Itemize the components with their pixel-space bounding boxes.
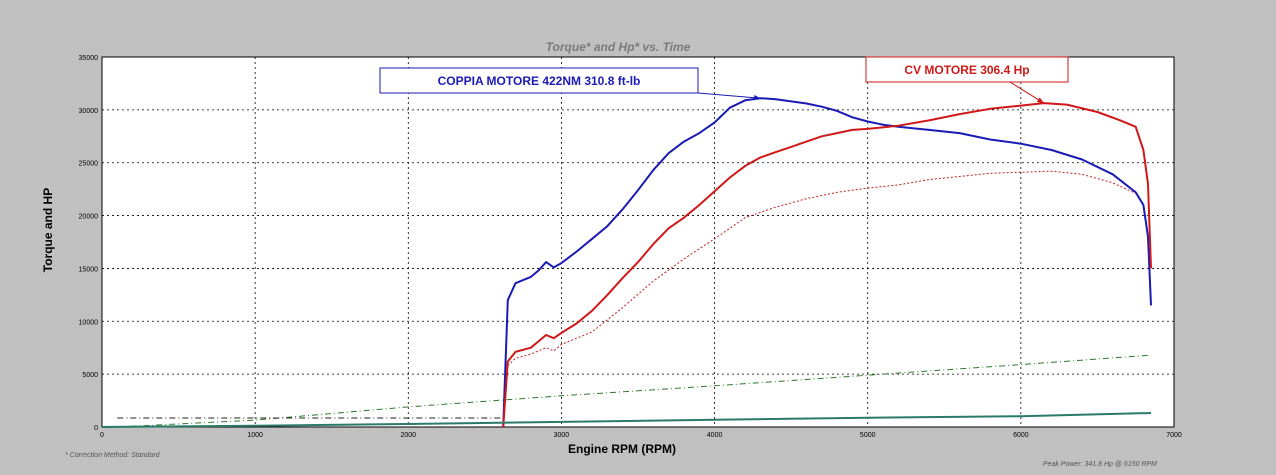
correction-method-note: * Correction Method: Standard bbox=[65, 452, 161, 459]
y-tick-label: 0 bbox=[94, 425, 98, 432]
peak-power-note: Peak Power: 341.8 Hp @ 6150 RPM bbox=[1043, 461, 1157, 468]
x-tick-label: 3000 bbox=[554, 432, 570, 439]
annotation-arrow bbox=[1009, 81, 1045, 104]
x-tick-label: 7000 bbox=[1166, 432, 1182, 439]
grid-lines bbox=[102, 57, 1174, 427]
x-tick-label: 4000 bbox=[707, 432, 723, 439]
series-line-4 bbox=[117, 354, 1152, 428]
x-axis-label: Engine RPM (RPM) bbox=[568, 442, 676, 456]
chart-title: Torque* and Hp* vs. Time bbox=[546, 40, 691, 54]
annotation-box bbox=[865, 56, 1069, 83]
axis-ticks: 0 1000 2000 3000 4000 5000 6000 7000 0 5000 10000 1… bbox=[79, 55, 1182, 439]
annotation-label: CV MOTORE 306.4 Hp bbox=[904, 63, 1029, 77]
x-tick-label: 5000 bbox=[860, 432, 876, 439]
series-line-5 bbox=[101, 412, 1152, 428]
x-tick-label: 1000 bbox=[247, 432, 263, 439]
series-line-2 bbox=[502, 102, 1152, 428]
annotation-label: COPPIA MOTORE 422NM 310.8 ft-lb bbox=[438, 74, 641, 88]
x-tick-label: 0 bbox=[100, 432, 104, 439]
y-tick-label: 30000 bbox=[79, 108, 99, 115]
y-tick-label: 10000 bbox=[79, 319, 99, 326]
annotation-arrow bbox=[697, 92, 761, 99]
x-tick-label: 2000 bbox=[400, 432, 416, 439]
y-tick-label: 25000 bbox=[79, 161, 99, 168]
annotation-layer: COPPIA MOTORE 422NM 310.8 ft-lb CV MOTORE… bbox=[379, 56, 1069, 104]
y-axis-label: Torque and HP bbox=[41, 188, 55, 272]
annotation-arrowhead bbox=[753, 94, 761, 101]
y-tick-label: 35000 bbox=[79, 55, 99, 62]
y-tick-label: 5000 bbox=[82, 372, 98, 379]
annotation-arrowhead bbox=[1036, 97, 1044, 104]
annotation-box bbox=[379, 67, 699, 94]
plot-area bbox=[101, 56, 1175, 428]
y-tick-label: 15000 bbox=[79, 266, 99, 273]
x-tick-label: 6000 bbox=[1013, 432, 1029, 439]
y-tick-label: 20000 bbox=[79, 214, 99, 221]
